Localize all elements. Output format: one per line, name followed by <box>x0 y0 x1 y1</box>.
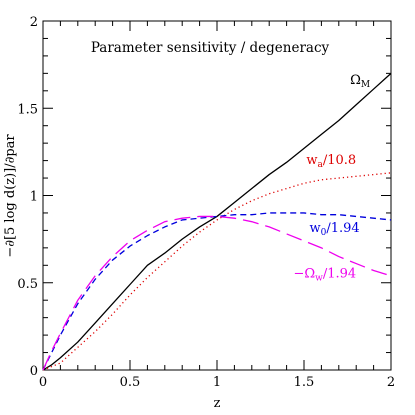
x-tick-label: 1 <box>213 375 221 390</box>
series-line-0 <box>42 72 392 371</box>
series-label-1: wa/10.8 <box>306 153 356 170</box>
x-axis-label: z <box>214 396 221 411</box>
tick-labels: 0 0.5 1 1.5 2 0 0.5 1 1.5 2 <box>17 15 395 390</box>
series-line-2 <box>42 212 392 371</box>
series-labels: ΩM wa/10.8 w0/1.94 −Ωw/1.94 <box>293 73 370 284</box>
series-label-3: −Ωw/1.94 <box>293 267 356 284</box>
series-label-2: w0/1.94 <box>309 221 359 238</box>
x-tick-label: 2 <box>387 375 395 390</box>
y-tick-label: 2 <box>30 15 38 30</box>
series-line-1 <box>42 172 392 371</box>
y-tick-label: 0.5 <box>17 277 38 292</box>
x-tick-label: 0.5 <box>120 375 141 390</box>
y-tick-label: 0 <box>30 364 38 379</box>
chart-title: Parameter sensitivity / degeneracy <box>91 40 330 56</box>
y-tick-label: 1.5 <box>17 102 38 117</box>
y-axis-label: −∂[5 log d(z)]/∂par <box>3 134 18 258</box>
y-tick-label: 1 <box>30 190 38 205</box>
ticks <box>42 20 392 371</box>
series-line-3 <box>42 215 392 371</box>
series-label-0: ΩM <box>350 73 370 90</box>
x-tick-label: 0 <box>39 375 47 390</box>
x-tick-label: 1.5 <box>294 375 315 390</box>
plot-frame <box>42 20 392 371</box>
curves <box>42 72 392 371</box>
